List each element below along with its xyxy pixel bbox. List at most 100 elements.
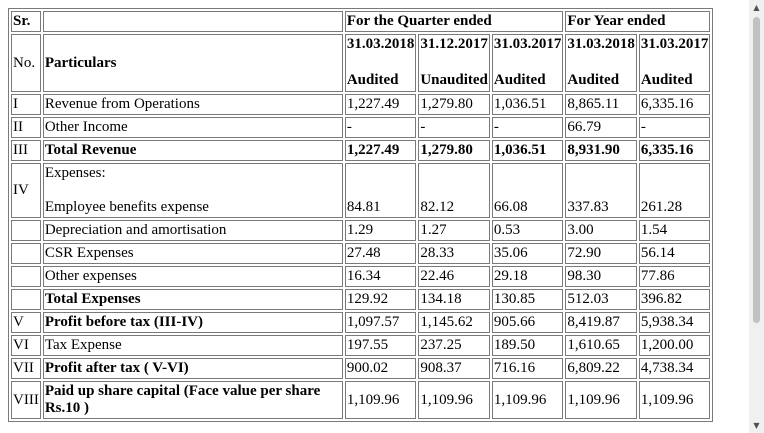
year-group-header: For Year ended [565,11,711,32]
particulars-cell: Revenue from Operations [42,94,343,115]
particulars-cell: Tax Expense [42,335,343,356]
value-cell: 716.16 [491,358,564,379]
value-cell: 129.92 [344,289,417,310]
table-row: CSR Expenses 27.48 28.33 35.06 72.90 56.… [11,243,711,264]
value-cell: 1,036.51 [491,94,564,115]
value-cell: 82.12 [418,163,490,218]
value-cell: 22.46 [418,266,490,287]
value-cell: 6,335.16 [638,140,711,161]
value-cell: 900.02 [344,358,417,379]
sr-cell [11,266,41,287]
date-label: 31.03.2017 [493,36,562,52]
particulars-cell: Depreciation and amortisation [42,220,343,241]
particulars-header: Particulars [42,34,343,92]
sr-cell: VIII [11,381,41,419]
particulars-cell: Total Expenses [42,289,343,310]
table-row: Depreciation and amortisation 1.29 1.27 … [11,220,711,241]
expenses-heading: Expenses: [44,165,106,181]
table-row: IV Expenses: Employee benefits expense 84… [11,163,711,218]
value-cell: 5,938.34 [638,312,711,333]
scroll-down-arrow-icon[interactable]: ▼ [753,421,760,430]
date-label: 31.03.2018 [346,36,415,52]
table-row: V Profit before tax (III-IV) 1,097.57 1,… [11,312,711,333]
value-cell: 237.25 [418,335,490,356]
table-row: VI Tax Expense 197.55 237.25 189.50 1,61… [11,335,711,356]
value-cell: 4,738.34 [638,358,711,379]
value-cell: 6,809.22 [565,358,637,379]
quarter-group-header: For the Quarter ended [344,11,564,32]
value-cell: 1,109.96 [565,381,637,419]
value-cell: 1.29 [344,220,417,241]
value-cell: 1,109.96 [491,381,564,419]
value-cell: 8,931.90 [565,140,637,161]
scroll-up-arrow-icon[interactable]: ▲ [753,3,760,12]
table-row: Other expenses 16.34 22.46 29.18 98.30 7… [11,266,711,287]
value-cell: 1,036.51 [491,140,564,161]
value-cell: 197.55 [344,335,417,356]
table-row: III Total Revenue 1,227.49 1,279.80 1,03… [11,140,711,161]
value-cell: 72.90 [565,243,637,264]
value-cell: 134.18 [418,289,490,310]
sr-cell: V [11,312,41,333]
particulars-cell: Profit after tax ( V-VI) [42,358,343,379]
status-label: Audited [567,72,620,88]
value-cell: 130.85 [491,289,564,310]
value-cell: 1,279.80 [418,94,490,115]
sr-cell: IV [11,163,41,218]
date-header: 31.03.2018 Audited [565,34,637,92]
particulars-cell: Other expenses [42,266,343,287]
value-cell: 1,109.96 [344,381,417,419]
date-header: 31.03.2017 Audited [638,34,711,92]
particulars-cell: Total Revenue [42,140,343,161]
header-row-1: Sr. For the Quarter ended For Year ended [11,11,711,32]
value-cell: - [638,117,711,138]
sr-cell: VII [11,358,41,379]
status-label: Audited [493,72,546,88]
sr-cell: VI [11,335,41,356]
table-row: VII Profit after tax ( V-VI) 900.02 908.… [11,358,711,379]
value-cell: 1.27 [418,220,490,241]
status-label: Audited [346,72,399,88]
sr-cell [11,243,41,264]
sr-cell: II [11,117,41,138]
value-cell: 6,335.16 [638,94,711,115]
value-cell: 29.18 [491,266,564,287]
date-header: 31.03.2018 Audited [344,34,417,92]
vertical-scrollbar[interactable]: ▲ ▼ [749,0,764,433]
financial-results-table: Sr. For the Quarter ended For Year ended… [8,8,714,422]
value-cell: 905.66 [491,312,564,333]
value-cell: 3.00 [565,220,637,241]
status-label: Audited [640,72,693,88]
value-cell: 1,279.80 [418,140,490,161]
value-cell: 0.53 [491,220,564,241]
value-cell: 1,200.00 [638,335,711,356]
status-label: Unaudited [420,72,488,88]
table-row: Total Expenses 129.92 134.18 130.85 512.… [11,289,711,310]
value-cell: 28.33 [418,243,490,264]
particulars-cell: Expenses: Employee benefits expense [42,163,343,218]
value-cell: 1,227.49 [344,140,417,161]
value-cell: - [491,117,564,138]
particulars-cell: Profit before tax (III-IV) [42,312,343,333]
table-row: II Other Income - - - 66.79 - [11,117,711,138]
value-cell: 98.30 [565,266,637,287]
scroll-thumb[interactable] [753,17,760,323]
value-cell: 396.82 [638,289,711,310]
no-header: No. [11,34,41,92]
value-cell: 908.37 [418,358,490,379]
value-cell: 56.14 [638,243,711,264]
sub-particular: Employee benefits expense [44,199,209,215]
header-row-2: No. Particulars 31.03.2018 Audited 31.12.… [11,34,711,92]
blank-header-cell [42,11,343,32]
value-cell: 66.79 [565,117,637,138]
value-cell: 1,145.62 [418,312,490,333]
date-header: 31.03.2017 Audited [491,34,564,92]
table-row: I Revenue from Operations 1,227.49 1,279… [11,94,711,115]
value-cell: 84.81 [344,163,417,218]
value-cell: 27.48 [344,243,417,264]
value-cell: 1,610.65 [565,335,637,356]
table-row: VIII Paid up share capital (Face value p… [11,381,711,419]
value-cell: 337.83 [565,163,637,218]
sr-cell [11,220,41,241]
